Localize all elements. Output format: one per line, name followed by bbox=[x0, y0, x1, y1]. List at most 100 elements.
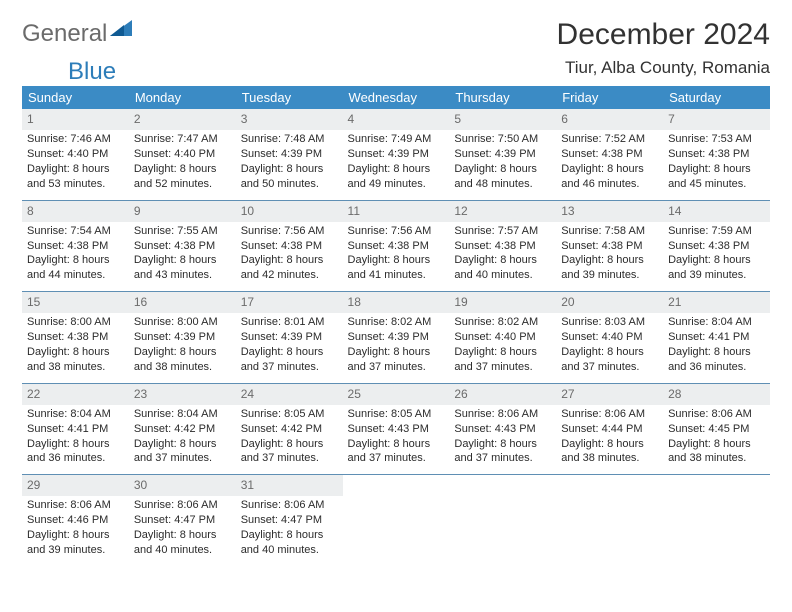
daylight-line: Daylight: 8 hours and 52 minutes. bbox=[134, 162, 231, 192]
sunset-line: Sunset: 4:39 PM bbox=[348, 147, 445, 162]
calendar-day: 22Sunrise: 8:04 AMSunset: 4:41 PMDayligh… bbox=[22, 383, 129, 475]
sunrise-line: Sunrise: 8:05 AM bbox=[348, 407, 445, 422]
day-number: 1 bbox=[22, 109, 129, 130]
calendar-day: 27Sunrise: 8:06 AMSunset: 4:44 PMDayligh… bbox=[556, 383, 663, 475]
sunset-line: Sunset: 4:41 PM bbox=[27, 422, 124, 437]
day-number: 17 bbox=[236, 292, 343, 313]
brand-part1: General bbox=[22, 20, 107, 48]
calendar-day: 6Sunrise: 7:52 AMSunset: 4:38 PMDaylight… bbox=[556, 109, 663, 200]
sunrise-line: Sunrise: 8:06 AM bbox=[27, 498, 124, 513]
calendar-day: 3Sunrise: 7:48 AMSunset: 4:39 PMDaylight… bbox=[236, 109, 343, 200]
calendar-day: 8Sunrise: 7:54 AMSunset: 4:38 PMDaylight… bbox=[22, 200, 129, 292]
sunrise-line: Sunrise: 8:04 AM bbox=[134, 407, 231, 422]
day-number: 4 bbox=[343, 109, 450, 130]
location-subtitle: Tiur, Alba County, Romania bbox=[565, 58, 770, 78]
day-number: 25 bbox=[343, 384, 450, 405]
sunrise-line: Sunrise: 7:48 AM bbox=[241, 132, 338, 147]
day-number: 11 bbox=[343, 201, 450, 222]
calendar-day: 20Sunrise: 8:03 AMSunset: 4:40 PMDayligh… bbox=[556, 292, 663, 384]
sunrise-line: Sunrise: 7:56 AM bbox=[348, 224, 445, 239]
calendar-day: 7Sunrise: 7:53 AMSunset: 4:38 PMDaylight… bbox=[663, 109, 770, 200]
sunset-line: Sunset: 4:47 PM bbox=[241, 513, 338, 528]
daylight-line: Daylight: 8 hours and 40 minutes. bbox=[241, 528, 338, 558]
day-number: 3 bbox=[236, 109, 343, 130]
daylight-line: Daylight: 8 hours and 39 minutes. bbox=[27, 528, 124, 558]
sunset-line: Sunset: 4:41 PM bbox=[668, 330, 765, 345]
day-number: 12 bbox=[449, 201, 556, 222]
sunset-line: Sunset: 4:40 PM bbox=[454, 330, 551, 345]
calendar-day: 13Sunrise: 7:58 AMSunset: 4:38 PMDayligh… bbox=[556, 200, 663, 292]
day-number: 2 bbox=[129, 109, 236, 130]
calendar-day: 2Sunrise: 7:47 AMSunset: 4:40 PMDaylight… bbox=[129, 109, 236, 200]
calendar-day: 17 Sunrise: 8:01 AMSunset: 4:39 PMDayligh… bbox=[236, 292, 343, 384]
sunset-line: Sunset: 4:39 PM bbox=[454, 147, 551, 162]
calendar-empty bbox=[556, 475, 663, 566]
sunset-line: Sunset: 4:40 PM bbox=[561, 330, 658, 345]
sunset-line: Sunset: 4:38 PM bbox=[561, 239, 658, 254]
day-number: 14 bbox=[663, 201, 770, 222]
daylight-line: Daylight: 8 hours and 37 minutes. bbox=[348, 437, 445, 467]
sunrise-line: Sunrise: 8:04 AM bbox=[668, 315, 765, 330]
calendar-table: SundayMondayTuesdayWednesdayThursdayFrid… bbox=[22, 86, 770, 566]
sunrise-line: Sunrise: 7:53 AM bbox=[668, 132, 765, 147]
sunrise-line: Sunrise: 8:02 AM bbox=[348, 315, 445, 330]
sunset-line: Sunset: 4:46 PM bbox=[27, 513, 124, 528]
sunrise-line: Sunrise: 7:59 AM bbox=[668, 224, 765, 239]
sunset-line: Sunset: 4:40 PM bbox=[27, 147, 124, 162]
weekday-header-row: SundayMondayTuesdayWednesdayThursdayFrid… bbox=[22, 86, 770, 109]
sunset-line: Sunset: 4:38 PM bbox=[668, 147, 765, 162]
day-number: 26 bbox=[449, 384, 556, 405]
day-number: 23 bbox=[129, 384, 236, 405]
sunrise-line: Sunrise: 8:02 AM bbox=[454, 315, 551, 330]
daylight-line: Daylight: 8 hours and 53 minutes. bbox=[27, 162, 124, 192]
daylight-line: Daylight: 8 hours and 49 minutes. bbox=[348, 162, 445, 192]
daylight-line: Daylight: 8 hours and 37 minutes. bbox=[241, 345, 338, 375]
brand-triangle-icon bbox=[110, 18, 132, 41]
calendar-day: 23Sunrise: 8:04 AMSunset: 4:42 PMDayligh… bbox=[129, 383, 236, 475]
daylight-line: Daylight: 8 hours and 37 minutes. bbox=[454, 437, 551, 467]
sunset-line: Sunset: 4:47 PM bbox=[134, 513, 231, 528]
daylight-line: Daylight: 8 hours and 50 minutes. bbox=[241, 162, 338, 192]
sunset-line: Sunset: 4:38 PM bbox=[134, 239, 231, 254]
calendar-day: 15Sunrise: 8:00 AMSunset: 4:38 PMDayligh… bbox=[22, 292, 129, 384]
day-number: 8 bbox=[22, 201, 129, 222]
calendar-empty bbox=[663, 475, 770, 566]
sunrise-line: Sunrise: 8:06 AM bbox=[241, 498, 338, 513]
calendar-day: 12Sunrise: 7:57 AMSunset: 4:38 PMDayligh… bbox=[449, 200, 556, 292]
sunset-line: Sunset: 4:42 PM bbox=[134, 422, 231, 437]
sunrise-line: Sunrise: 7:58 AM bbox=[561, 224, 658, 239]
daylight-line: Daylight: 8 hours and 45 minutes. bbox=[668, 162, 765, 192]
sunset-line: Sunset: 4:39 PM bbox=[134, 330, 231, 345]
daylight-line: Daylight: 8 hours and 37 minutes. bbox=[241, 437, 338, 467]
sunrise-line: Sunrise: 7:54 AM bbox=[27, 224, 124, 239]
daylight-line: Daylight: 8 hours and 40 minutes. bbox=[134, 528, 231, 558]
calendar-day: 29Sunrise: 8:06 AMSunset: 4:46 PMDayligh… bbox=[22, 475, 129, 566]
sunrise-line: Sunrise: 7:49 AM bbox=[348, 132, 445, 147]
calendar-day: 4 Sunrise: 7:49 AMSunset: 4:39 PMDaylight… bbox=[343, 109, 450, 200]
sunrise-line: Sunrise: 8:06 AM bbox=[561, 407, 658, 422]
sunset-line: Sunset: 4:45 PM bbox=[668, 422, 765, 437]
daylight-line: Daylight: 8 hours and 48 minutes. bbox=[454, 162, 551, 192]
day-number: 24 bbox=[236, 384, 343, 405]
daylight-line: Daylight: 8 hours and 39 minutes. bbox=[668, 253, 765, 283]
sunrise-line: Sunrise: 8:06 AM bbox=[454, 407, 551, 422]
sunrise-line: Sunrise: 8:01 AM bbox=[241, 315, 338, 330]
sunrise-line: Sunrise: 8:05 AM bbox=[241, 407, 338, 422]
day-number: 18 bbox=[343, 292, 450, 313]
day-number: 5 bbox=[449, 109, 556, 130]
calendar-day: 11Sunrise: 7:56 AMSunset: 4:38 PMDayligh… bbox=[343, 200, 450, 292]
calendar-day: 28Sunrise: 8:06 AMSunset: 4:45 PMDayligh… bbox=[663, 383, 770, 475]
sunrise-line: Sunrise: 8:06 AM bbox=[134, 498, 231, 513]
daylight-line: Daylight: 8 hours and 38 minutes. bbox=[134, 345, 231, 375]
daylight-line: Daylight: 8 hours and 38 minutes. bbox=[27, 345, 124, 375]
day-number: 16 bbox=[129, 292, 236, 313]
sunset-line: Sunset: 4:38 PM bbox=[668, 239, 765, 254]
sunrise-line: Sunrise: 7:47 AM bbox=[134, 132, 231, 147]
weekday-header: Saturday bbox=[663, 86, 770, 109]
calendar-day: 19Sunrise: 8:02 AMSunset: 4:40 PMDayligh… bbox=[449, 292, 556, 384]
sunset-line: Sunset: 4:44 PM bbox=[561, 422, 658, 437]
day-number: 10 bbox=[236, 201, 343, 222]
sunrise-line: Sunrise: 7:50 AM bbox=[454, 132, 551, 147]
sunset-line: Sunset: 4:39 PM bbox=[241, 330, 338, 345]
sunrise-line: Sunrise: 8:03 AM bbox=[561, 315, 658, 330]
